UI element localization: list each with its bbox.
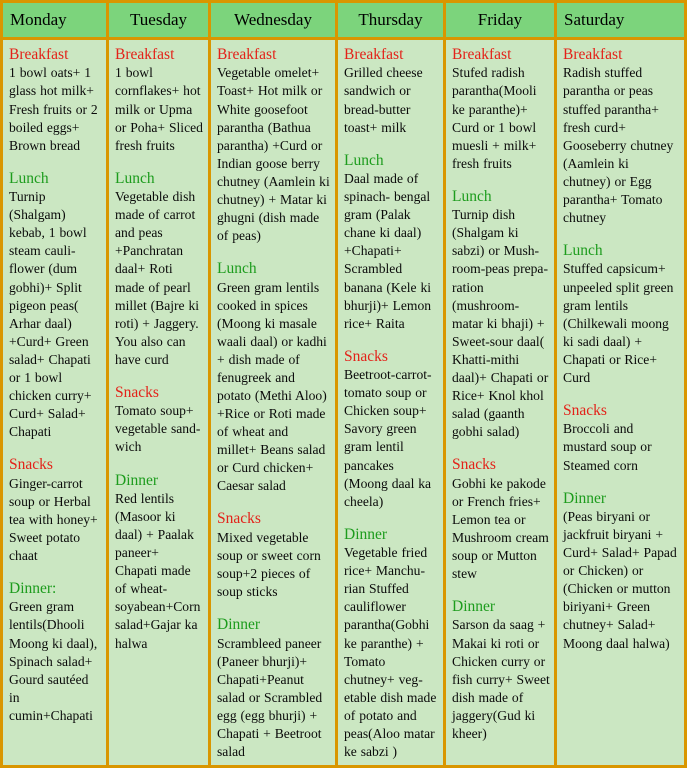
day-cell-wednesday: Breakfast Vegetable omelet+ Toast+ Hot m… bbox=[211, 40, 335, 765]
meal-section: Breakfast Radish stuffed parantha or pea… bbox=[563, 45, 680, 227]
section-label-dinner: Dinner bbox=[344, 525, 388, 543]
meal-section: Dinner Vegetable fried rice+ Manchu-rian… bbox=[344, 525, 439, 761]
section-label-lunch: Lunch bbox=[9, 169, 49, 187]
section-text-lunch: Turnip dish (Shalgam ki sabzi) or Mush-r… bbox=[452, 207, 549, 440]
section-text-dinner: Sarson da saag + Makai ki roti or Chicke… bbox=[452, 617, 550, 741]
meal-section: Dinner Red lentils (Masoor ki daal) + Pa… bbox=[115, 471, 204, 653]
meal-section: Snacks Tomato soup+ vegetable sand-wich bbox=[115, 383, 204, 457]
section-text-lunch: Vegetable dish made of carrot and peas +… bbox=[115, 189, 200, 367]
day-cell-friday: Breakfast Stufed radish parantha(Mooli k… bbox=[446, 40, 554, 765]
section-text-dinner: Vegetable fried rice+ Manchu-rian Stuffe… bbox=[344, 545, 437, 759]
section-label-breakfast: Breakfast bbox=[115, 46, 175, 63]
day-column-thursday: Thursday Breakfast Grilled cheese sandwi… bbox=[335, 3, 443, 765]
section-label-lunch: Lunch bbox=[452, 187, 492, 205]
section-label-lunch: Lunch bbox=[115, 169, 155, 187]
day-header-monday: Monday bbox=[3, 3, 106, 40]
meal-section: Lunch Stuffed capsicum+ unpeeled split g… bbox=[563, 241, 680, 387]
section-text-snacks: Beetroot-carrot-tomato soup or Chicken s… bbox=[344, 367, 432, 509]
meal-section: Breakfast Grilled cheese sandwich or bre… bbox=[344, 45, 439, 137]
section-label-snacks: Snacks bbox=[217, 510, 261, 528]
section-label-lunch: Lunch bbox=[344, 151, 384, 169]
section-label-dinner: Dinner bbox=[563, 489, 607, 507]
section-text-breakfast: Grilled cheese sandwich or bread-butter … bbox=[344, 65, 423, 135]
meal-section: Lunch Daal made of spinach- bengal gram … bbox=[344, 151, 439, 333]
meal-section: Dinner Sarson da saag + Makai ki roti or… bbox=[452, 597, 550, 743]
section-label-snacks: Snacks bbox=[115, 383, 159, 401]
day-header-thursday: Thursday bbox=[338, 3, 443, 40]
section-text-dinner: (Peas biryani or jackfruit biryani + Cur… bbox=[563, 508, 677, 651]
section-label-snacks: Snacks bbox=[9, 456, 53, 474]
day-header-friday: Friday bbox=[446, 3, 554, 40]
meal-section: Snacks Gobhi ke pakode or French fries+ … bbox=[452, 455, 550, 583]
section-label-dinner: Dinner bbox=[217, 616, 261, 634]
section-text-breakfast: 1 bowl oats+ 1 glass hot milk+ Fresh fru… bbox=[9, 65, 98, 153]
section-label-snacks: Snacks bbox=[452, 456, 496, 474]
section-text-lunch: Turnip (Shalgam) kebab, 1 bowl steam cau… bbox=[9, 189, 92, 440]
section-label-breakfast: Breakfast bbox=[344, 46, 404, 63]
section-label-lunch: Lunch bbox=[563, 242, 603, 260]
meal-section: Dinner (Peas biryani or jackfruit biryan… bbox=[563, 489, 680, 653]
section-label-breakfast: Breakfast bbox=[563, 46, 623, 63]
section-text-dinner: Scrambleed paneer (Paneer bhurji)+ Chapa… bbox=[217, 635, 323, 759]
section-text-breakfast: Radish stuffed parantha or peas stuffed … bbox=[563, 65, 674, 225]
day-header-saturday: Saturday bbox=[557, 3, 684, 40]
section-text-snacks: Tomato soup+ vegetable sand-wich bbox=[115, 403, 201, 455]
section-label-snacks: Snacks bbox=[344, 347, 388, 365]
meal-section: Snacks Ginger-carrot soup or Herbal tea … bbox=[9, 455, 102, 565]
day-column-wednesday: Wednesday Breakfast Vegetable omelet+ To… bbox=[208, 3, 335, 765]
section-text-lunch: Stuffed capsicum+ unpeeled split green g… bbox=[563, 261, 674, 385]
section-label-dinner: Dinner bbox=[115, 471, 159, 489]
meal-section: Breakfast Stufed radish parantha(Mooli k… bbox=[452, 45, 550, 173]
meal-section: Dinner: Green gram lentils(Dhooli Moong … bbox=[9, 579, 102, 725]
meal-section: Snacks Beetroot-carrot-tomato soup or Ch… bbox=[344, 347, 439, 511]
day-column-tuesday: Tuesday Breakfast 1 bowl cornflakes+ hot… bbox=[106, 3, 208, 765]
meal-section: Lunch Turnip (Shalgam) kebab, 1 bowl ste… bbox=[9, 169, 102, 441]
day-column-friday: Friday Breakfast Stufed radish parantha(… bbox=[443, 3, 554, 765]
day-header-tuesday: Tuesday bbox=[109, 3, 208, 40]
meal-section: Dinner Scrambleed paneer (Paneer bhurji)… bbox=[217, 615, 331, 761]
section-text-lunch: Daal made of spinach- bengal gram (Palak… bbox=[344, 171, 432, 331]
day-cell-thursday: Breakfast Grilled cheese sandwich or bre… bbox=[338, 40, 443, 765]
section-text-snacks: Mixed vegetable soup or sweet corn soup+… bbox=[217, 529, 321, 600]
section-text-breakfast: 1 bowl cornflakes+ hot milk or Upma or P… bbox=[115, 65, 203, 153]
day-cell-monday: Breakfast 1 bowl oats+ 1 glass hot milk+… bbox=[3, 40, 106, 765]
day-cell-tuesday: Breakfast 1 bowl cornflakes+ hot milk or… bbox=[109, 40, 208, 765]
section-label-lunch: Lunch bbox=[217, 260, 257, 278]
meal-section: Lunch Vegetable dish made of carrot and … bbox=[115, 169, 204, 369]
meal-section: Breakfast 1 bowl cornflakes+ hot milk or… bbox=[115, 45, 204, 155]
day-column-monday: Monday Breakfast 1 bowl oats+ 1 glass ho… bbox=[3, 3, 106, 765]
meal-section: Snacks Mixed vegetable soup or sweet cor… bbox=[217, 509, 331, 601]
meal-section: Snacks Broccoli and mustard soup or Stea… bbox=[563, 401, 680, 475]
section-label-breakfast: Breakfast bbox=[452, 46, 512, 63]
section-label-breakfast: Breakfast bbox=[9, 46, 69, 63]
day-column-saturday: Saturday Breakfast Radish stuffed parant… bbox=[554, 3, 684, 765]
section-text-snacks: Ginger-carrot soup or Herbal tea with ho… bbox=[9, 475, 98, 563]
section-text-breakfast: Vegetable omelet+ Toast+ Hot milk or Whi… bbox=[217, 65, 330, 244]
section-text-breakfast: Stufed radish parantha(Mooli ke paranthe… bbox=[452, 65, 537, 171]
section-text-lunch: Green gram lentils cooked in spices (Moo… bbox=[217, 279, 327, 494]
section-label-dinner: Dinner bbox=[452, 598, 496, 616]
day-cell-saturday: Breakfast Radish stuffed parantha or pea… bbox=[557, 40, 684, 765]
section-label-snacks: Snacks bbox=[563, 402, 607, 419]
section-text-snacks: Broccoli and mustard soup or Steamed cor… bbox=[563, 421, 652, 473]
section-text-snacks: Gobhi ke pakode or French fries+ Lemon t… bbox=[452, 475, 549, 581]
section-label-breakfast: Breakfast bbox=[217, 46, 277, 63]
meal-section: Breakfast Vegetable omelet+ Toast+ Hot m… bbox=[217, 45, 331, 245]
section-label-dinner: Dinner: bbox=[9, 580, 57, 597]
meal-section: Lunch Turnip dish (Shalgam ki sabzi) or … bbox=[452, 187, 550, 441]
meal-section: Breakfast 1 bowl oats+ 1 glass hot milk+… bbox=[9, 45, 102, 155]
day-header-wednesday: Wednesday bbox=[211, 3, 335, 40]
section-text-dinner: Green gram lentils(Dhooli Moong ki daal)… bbox=[9, 599, 98, 723]
section-text-dinner: Red lentils (Masoor ki daal) + Paalak pa… bbox=[115, 490, 201, 651]
meal-section: Lunch Green gram lentils cooked in spice… bbox=[217, 259, 331, 495]
